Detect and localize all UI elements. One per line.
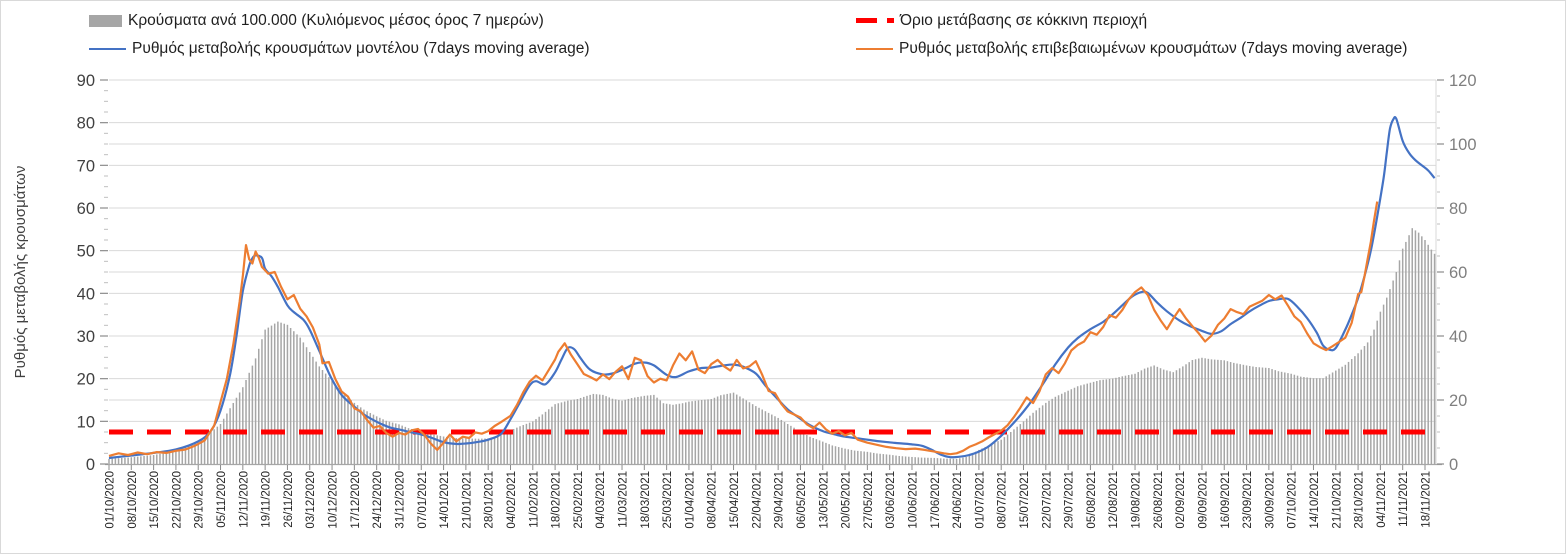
x-tick-label: 24/06/2021 [952,471,964,529]
x-tick-label: 18/03/2021 [640,471,652,529]
x-tick-label: 20/05/2021 [841,471,853,529]
right-tick-label: 120 [1449,72,1477,90]
x-tick-label: 15/07/2021 [1019,471,1031,529]
legend-label: Κρούσματα ανά 100.000 (Κυλιόμενος μέσος … [128,12,544,29]
x-tick-label: 04/02/2021 [506,471,518,529]
right-tick-label: 100 [1449,136,1477,154]
right-axis: 0 20 40 60 80 100 120 [1435,72,1477,474]
x-tick-label: 18/11/2021 [1421,471,1433,528]
legend-label: Όριο μετάβασης σε κόκκινη περιοχή [900,12,1148,29]
left-tick-label: 0 [86,456,95,474]
left-tick-label: 30 [77,328,95,346]
x-tick-label: 06/05/2021 [796,471,808,529]
x-tick-label: 17/12/2020 [350,471,362,529]
x-tick-label: 12/08/2021 [1108,471,1120,529]
x-tick-label: 27/05/2021 [863,471,875,529]
line-swatch-icon [856,47,893,50]
x-tick-label: 23/09/2021 [1242,471,1254,529]
x-tick-label: 05/08/2021 [1086,471,1098,529]
bar-swatch-icon [89,14,122,27]
x-tick-label: 28/01/2021 [484,471,496,529]
x-tick-label: 29/04/2021 [774,471,786,529]
legend-item-red-zone-threshold: Όριο μετάβασης σε κόκκινη περιοχή [856,13,1147,29]
x-tick-label: 11/02/2021 [528,471,540,528]
x-tick-label: 21/10/2021 [1331,471,1343,529]
left-tick-label: 60 [77,200,95,218]
x-tick-label: 30/09/2021 [1264,471,1276,529]
x-tick-label: 11/11/2021 [1398,471,1410,527]
x-tick-label: 26/08/2021 [1153,471,1165,529]
x-tick-label: 28/10/2021 [1354,471,1366,529]
x-tick-label: 08/10/2020 [127,471,139,529]
x-tick-label: 19/08/2021 [1131,471,1143,529]
x-tick-label: 13/05/2021 [818,471,830,529]
x-tick-label: 26/11/2020 [283,471,295,528]
legend-item-cases-per-100k: Κρούσματα ανά 100.000 (Κυλιόμενος μέσος … [89,13,544,29]
left-tick-label: 20 [77,371,95,389]
x-tick-label: 15/04/2021 [729,471,741,529]
x-tick-label: 22/04/2021 [751,471,763,529]
x-tick-label: 07/01/2021 [417,471,429,529]
left-tick-label: 70 [77,157,95,175]
x-tick-label: 03/06/2021 [885,471,897,529]
x-tick-label: 11/03/2021 [618,471,630,528]
left-tick-label: 10 [77,413,95,431]
model-line [108,115,1436,460]
x-tick-label: 09/09/2021 [1197,471,1209,529]
x-tick-label: 01/10/2020 [105,471,117,529]
right-tick-label: 40 [1449,328,1467,346]
x-tick-label: 31/12/2020 [394,471,406,529]
x-tick-label: 17/06/2021 [930,471,942,529]
x-tick-label: 29/07/2021 [1064,471,1076,529]
x-tick-label: 04/11/2021 [1376,471,1388,528]
x-tick-label: 10/12/2020 [328,471,340,529]
line-swatch-icon [89,47,126,50]
legend-item-model-rate: Ρυθμός μεταβολής κρουσμάτων μοντέλου (7d… [89,41,590,57]
x-tick-label: 05/11/2020 [216,471,228,528]
x-tick-label: 21/01/2021 [461,471,473,529]
x-axis: 01/10/2020 08/10/2020 15/10/2020 22/10/2020… [105,463,1442,529]
legend-label: Ρυθμός μεταβολής κρουσμάτων μοντέλου (7d… [132,40,590,57]
right-tick-label: 60 [1449,264,1467,282]
x-tick-label: 12/11/2020 [238,471,250,528]
gridlines [109,79,1436,422]
x-tick-label: 07/10/2021 [1287,471,1299,529]
left-axis: 0 10 20 30 40 50 60 70 80 90 Ρυθμός μεταβολής κρου… [12,72,108,474]
x-tick-label: 10/06/2021 [907,471,919,529]
x-tick-label: 08/07/2021 [997,471,1009,529]
x-tick-label: 01/07/2021 [974,471,986,529]
x-tick-label: 02/09/2021 [1175,471,1187,529]
left-tick-label: 80 [77,115,95,133]
x-tick-label: 22/07/2021 [1041,471,1053,529]
legend-label: Ρυθμός μεταβολής επιβεβαιωμένων κρουσμάτ… [899,40,1408,57]
x-tick-label: 01/04/2021 [684,471,696,529]
left-tick-label: 50 [77,243,95,261]
x-tick-label: 25/02/2021 [573,471,585,529]
x-tick-label: 24/12/2020 [372,471,384,529]
x-tick-label: 22/10/2020 [171,471,183,529]
right-tick-label: 80 [1449,200,1467,218]
right-tick-label: 20 [1449,392,1467,410]
left-axis-title: Ρυθμός μεταβολής κρουσμάτων [12,166,29,379]
x-tick-label: 08/04/2021 [707,471,719,529]
x-tick-label: 18/02/2021 [551,471,563,529]
x-tick-label: 25/03/2021 [662,471,674,529]
dashed-line-swatch-icon [856,18,894,24]
legend-item-confirmed-rate: Ρυθμός μεταβολής επιβεβαιωμένων κρουσμάτ… [856,41,1407,57]
x-tick-label: 14/01/2021 [439,471,451,529]
confirmed-line [108,201,1379,457]
left-tick-label: 40 [77,285,95,303]
x-tick-label: 04/03/2021 [595,471,607,529]
left-tick-label: 90 [77,72,95,90]
x-tick-label: 29/10/2020 [194,471,206,529]
x-tick-label: 19/11/2020 [261,471,273,528]
x-tick-label: 14/10/2021 [1309,471,1321,529]
right-tick-label: 0 [1449,456,1458,474]
x-tick-label: 03/12/2020 [305,471,317,529]
x-tick-label: 16/09/2021 [1220,471,1232,529]
bars-cases-per-100k [108,228,1436,464]
x-tick-label: 15/10/2020 [149,471,161,529]
